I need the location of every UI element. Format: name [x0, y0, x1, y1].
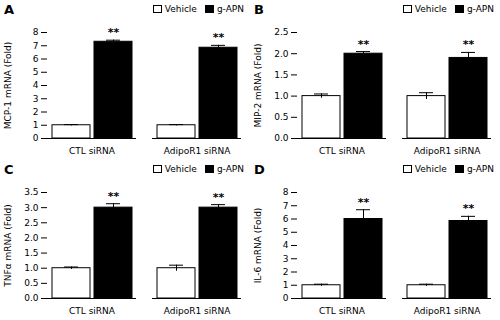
- svg-text:TNFα mRNA (Fold): TNFα mRNA (Fold): [3, 204, 13, 288]
- svg-text:**: **: [358, 196, 370, 209]
- svg-text:1.5: 1.5: [274, 70, 288, 80]
- svg-text:0.0: 0.0: [274, 133, 289, 143]
- svg-text:1.0: 1.0: [274, 91, 289, 101]
- svg-text:1: 1: [33, 120, 39, 130]
- html-text:g-APN: g-APN: [466, 164, 494, 174]
- svg-text:CTL siRNA: CTL siRNA: [319, 146, 366, 156]
- svg-text:**: **: [213, 31, 225, 44]
- svg-text:2: 2: [283, 267, 289, 277]
- svg-text:0.5: 0.5: [24, 278, 38, 288]
- svg-text:AdipoR1 siRNA: AdipoR1 siRNA: [164, 306, 231, 316]
- svg-text:**: **: [213, 191, 225, 204]
- svg-text:5: 5: [33, 67, 39, 77]
- html-text:g-APN: g-APN: [216, 164, 244, 174]
- svg-text:**: **: [108, 190, 120, 203]
- svg-text:6: 6: [33, 54, 39, 64]
- svg-text:3.0: 3.0: [24, 203, 39, 213]
- svg-text:2: 2: [33, 107, 39, 117]
- svg-text:2.5: 2.5: [274, 27, 288, 37]
- svg-text:AdipoR1 siRNA: AdipoR1 siRNA: [164, 146, 231, 156]
- svg-text:MCP-1 mRNA (Fold): MCP-1 mRNA (Fold): [3, 42, 13, 129]
- html-text:Vehicle: Vehicle: [414, 4, 447, 14]
- svg-text:CTL siRNA: CTL siRNA: [69, 146, 116, 156]
- svg-text:**: **: [358, 38, 370, 51]
- svg-text:4: 4: [33, 80, 39, 90]
- svg-text:3: 3: [283, 254, 289, 264]
- svg-text:**: **: [108, 26, 120, 39]
- html-text:Vehicle: Vehicle: [164, 164, 197, 174]
- svg-text:3.5: 3.5: [24, 187, 38, 197]
- svg-text:2.0: 2.0: [24, 233, 39, 243]
- html-text:Vehicle: Vehicle: [414, 164, 447, 174]
- svg-text:AdipoR1 siRNA: AdipoR1 siRNA: [414, 146, 481, 156]
- svg-text:5: 5: [283, 227, 289, 237]
- svg-text:6: 6: [283, 214, 289, 224]
- svg-text:2.0: 2.0: [274, 49, 289, 59]
- html-text:C: C: [4, 161, 14, 177]
- svg-text:8: 8: [33, 27, 39, 37]
- svg-text:7: 7: [33, 41, 39, 51]
- svg-text:1: 1: [283, 280, 289, 290]
- svg-text:7: 7: [283, 201, 289, 211]
- html-text:D: D: [254, 161, 265, 177]
- html-text:A: A: [4, 1, 15, 17]
- svg-text:**: **: [463, 38, 475, 51]
- html-text:Vehicle: Vehicle: [164, 4, 197, 14]
- html-text:B: B: [254, 1, 264, 17]
- svg-text:CTL siRNA: CTL siRNA: [69, 306, 116, 316]
- svg-text:CTL siRNA: CTL siRNA: [319, 306, 366, 316]
- html-text:g-APN: g-APN: [466, 4, 494, 14]
- svg-text:0: 0: [283, 293, 289, 303]
- svg-text:0: 0: [33, 133, 39, 143]
- svg-text:1.0: 1.0: [24, 263, 39, 273]
- svg-text:0.0: 0.0: [24, 293, 39, 303]
- svg-text:MIP-2 mRNA (Fold): MIP-2 mRNA (Fold): [253, 44, 263, 128]
- html-text:g-APN: g-APN: [216, 4, 244, 14]
- svg-text:2.5: 2.5: [24, 218, 38, 228]
- svg-text:0.5: 0.5: [274, 112, 288, 122]
- svg-text:4: 4: [283, 240, 289, 250]
- svg-text:1.5: 1.5: [24, 248, 38, 258]
- svg-text:3: 3: [33, 94, 39, 104]
- svg-text:IL-6 mRNA (Fold): IL-6 mRNA (Fold): [253, 208, 263, 284]
- svg-text:8: 8: [283, 187, 289, 197]
- svg-text:AdipoR1 siRNA: AdipoR1 siRNA: [414, 306, 481, 316]
- svg-text:**: **: [463, 202, 475, 215]
